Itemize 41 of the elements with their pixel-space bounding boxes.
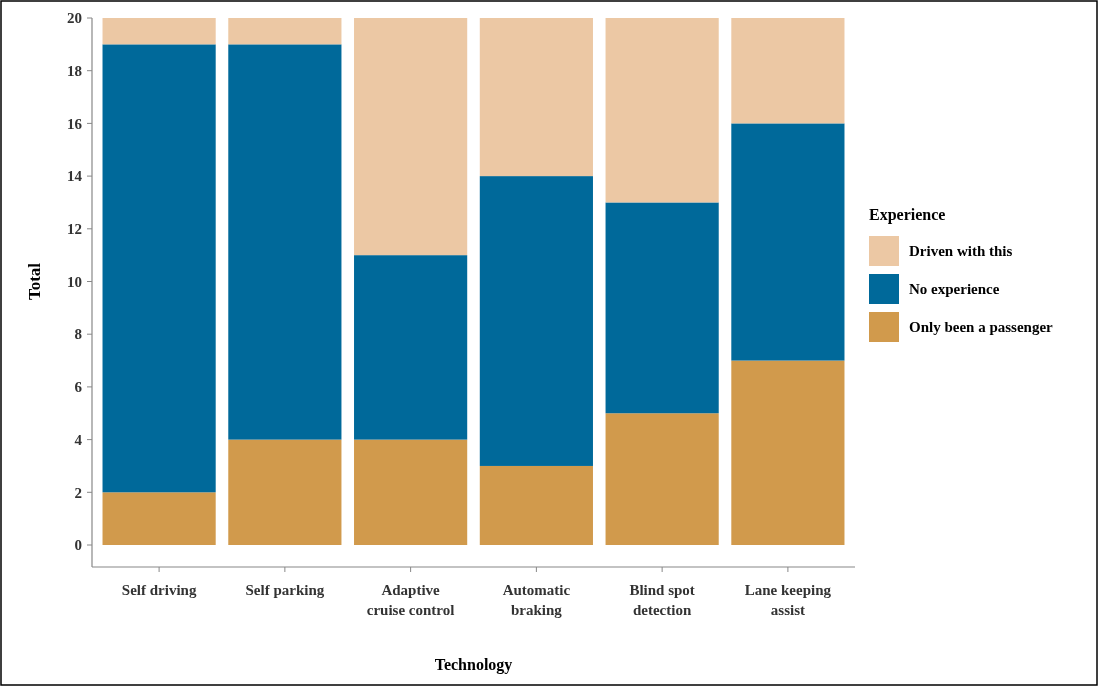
bar xyxy=(102,492,216,545)
y-tick-label: 8 xyxy=(74,326,82,343)
y-tick-label: 12 xyxy=(67,221,82,238)
bar xyxy=(228,44,342,440)
bar xyxy=(354,439,468,545)
y-tick-label: 2 xyxy=(74,484,82,501)
bar xyxy=(731,360,845,545)
x-tick-label: Automatic braking xyxy=(502,582,571,618)
bar xyxy=(354,255,468,440)
bar xyxy=(228,439,342,545)
y-tick-label: 18 xyxy=(67,62,82,79)
legend-label: No experience xyxy=(909,281,1000,298)
x-tick-label: Self driving xyxy=(121,582,197,598)
x-tick-label: Blind spot detection xyxy=(629,582,695,618)
bar xyxy=(228,18,342,45)
bar xyxy=(479,176,593,466)
y-tick-label: 6 xyxy=(74,379,83,396)
bar xyxy=(102,44,216,493)
y-tick-label: 0 xyxy=(74,537,82,554)
x-axis-title: Technology xyxy=(434,656,513,674)
x-tick-label: Adaptive cruise control xyxy=(366,582,455,618)
bar xyxy=(605,413,719,545)
y-tick-label: 4 xyxy=(74,431,83,448)
y-tick-label: 20 xyxy=(67,10,82,27)
legend-title: Experience xyxy=(869,206,946,224)
legend-label: Only been a passenger xyxy=(909,319,1054,336)
bar xyxy=(354,18,468,256)
y-tick-label: 10 xyxy=(67,273,82,290)
bar xyxy=(605,202,719,414)
bar xyxy=(479,465,593,545)
y-tick-label: 14 xyxy=(67,168,83,185)
y-tick-label: 16 xyxy=(67,115,83,132)
x-tick-label: Self parking xyxy=(245,582,325,598)
bar xyxy=(479,18,593,177)
bar xyxy=(102,18,216,45)
bar xyxy=(731,18,845,124)
x-tick-label: Lane keeping assist xyxy=(744,582,832,618)
y-axis-title: Total xyxy=(25,262,44,301)
legend-label: Driven with this xyxy=(909,243,1013,260)
bar xyxy=(605,18,719,203)
bar xyxy=(731,123,845,361)
